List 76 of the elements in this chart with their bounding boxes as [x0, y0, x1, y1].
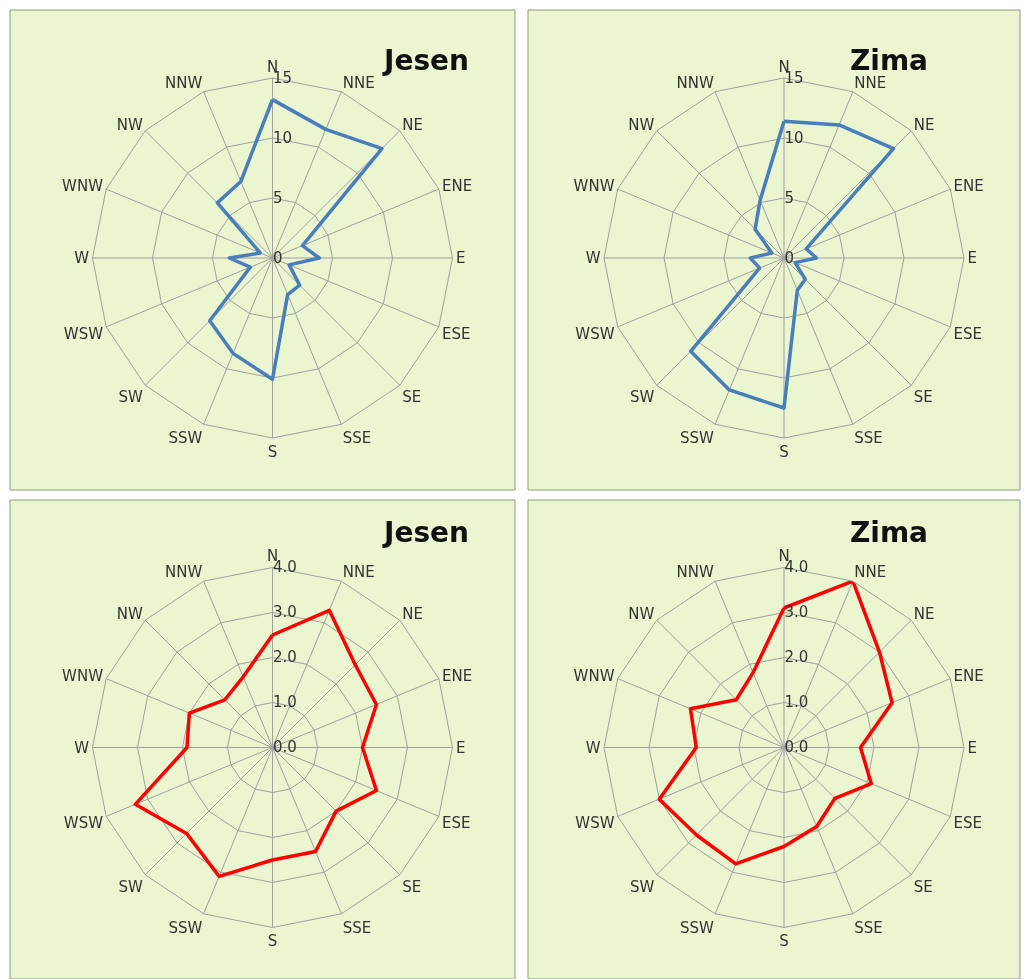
spoke-label: SW — [118, 388, 143, 407]
y-tick-label: 10 — [273, 128, 293, 147]
spoke-label: SW — [118, 877, 143, 896]
spoke-label: ENE — [953, 177, 984, 196]
spoke-label: W — [585, 249, 601, 268]
spoke-label: SSW — [168, 429, 203, 448]
chart-title: Jesen — [382, 44, 469, 77]
spoke-label: WNW — [573, 177, 615, 196]
spoke-label: SSW — [168, 918, 203, 937]
spoke-label: S — [779, 932, 789, 950]
y-tick-label: 2.0 — [273, 648, 297, 667]
spoke-label: E — [967, 738, 977, 757]
spoke-label: ENE — [442, 666, 473, 685]
y-tick-label: 3.0 — [784, 603, 809, 622]
y-tick-label: 1.0 — [784, 693, 809, 712]
y-tick-label: 5 — [273, 188, 283, 207]
spoke-label: ENE — [953, 666, 984, 685]
spoke-label: NE — [913, 115, 935, 134]
chart-title: Zima — [850, 516, 928, 549]
spoke-label: SSE — [342, 429, 372, 448]
spoke-label: SW — [629, 388, 655, 407]
spoke-label: WNW — [62, 666, 104, 685]
spoke-label: NE — [913, 605, 935, 624]
spoke-label: E — [456, 249, 466, 268]
spoke-label: NW — [116, 605, 143, 624]
spoke-label: WSW — [575, 814, 615, 833]
y-tick-label: 5 — [784, 188, 795, 207]
spoke-label: ESE — [953, 324, 983, 343]
spoke-label: SSW — [679, 429, 714, 448]
spoke-label: ESE — [442, 324, 471, 343]
spoke-label: NNW — [676, 563, 714, 582]
spoke-label: SW — [629, 877, 655, 896]
spoke-label: E — [967, 249, 977, 268]
spoke-label: ENE — [442, 177, 473, 196]
spoke-label: NW — [628, 115, 655, 134]
spoke-label: WSW — [63, 324, 104, 343]
spoke-label: WNW — [573, 666, 615, 685]
spoke-label: S — [267, 442, 278, 461]
spoke-label: SE — [913, 388, 933, 407]
spoke-label: W — [74, 249, 90, 268]
spoke-label: SSE — [342, 918, 372, 937]
spoke-label: ESE — [953, 814, 983, 833]
spoke-label: NNW — [676, 73, 714, 92]
spoke-label: NNW — [165, 563, 203, 582]
spoke-label: WSW — [63, 814, 104, 833]
spoke-label: SE — [913, 877, 933, 896]
spoke-label: NE — [402, 605, 423, 624]
spoke-label: NNE — [854, 563, 887, 582]
spoke-label: NNE — [342, 563, 375, 582]
spoke-label: SSE — [854, 918, 883, 937]
spoke-label: SSE — [854, 429, 883, 448]
y-tick-label: 0.0 — [273, 738, 297, 757]
y-tick-label: 0.0 — [784, 738, 809, 757]
spoke-label: NW — [116, 115, 143, 134]
y-tick-label: 3.0 — [273, 603, 297, 622]
y-tick-label: 0 — [784, 248, 795, 267]
spoke-label: WSW — [575, 324, 615, 343]
spoke-label: SE — [402, 877, 422, 896]
spoke-label: S — [779, 442, 789, 461]
spoke-label: NW — [628, 605, 655, 624]
y-tick-label: 10 — [784, 128, 804, 147]
spoke-label: S — [267, 932, 278, 950]
spoke-label: NNW — [165, 73, 203, 92]
spoke-label: NNE — [342, 73, 375, 92]
spoke-label: W — [585, 738, 601, 757]
y-tick-label: 1.0 — [273, 693, 297, 712]
spoke-label: E — [456, 738, 466, 757]
spoke-label: W — [74, 738, 90, 757]
y-tick-label: 0 — [273, 248, 283, 267]
spoke-label: ESE — [442, 814, 471, 833]
spoke-label: SE — [402, 388, 422, 407]
chart-title: Jesen — [382, 516, 469, 549]
y-tick-label: 2.0 — [784, 648, 809, 667]
spoke-label: WNW — [62, 177, 104, 196]
spoke-label: SSW — [679, 918, 714, 937]
spoke-label: NE — [402, 115, 423, 134]
